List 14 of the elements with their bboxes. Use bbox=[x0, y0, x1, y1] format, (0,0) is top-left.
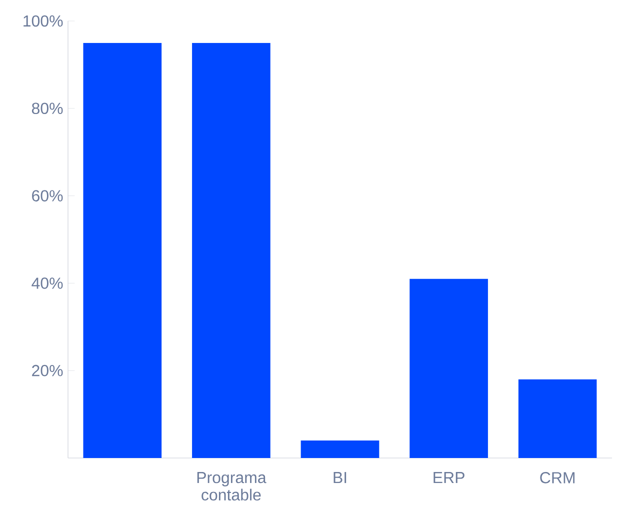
y-tick-label: 100% bbox=[24, 15, 63, 27]
y-tick-label: 60% bbox=[32, 190, 63, 202]
bar bbox=[518, 379, 597, 458]
x-tick-label: CRM bbox=[540, 472, 574, 484]
x-tick-label: ERP bbox=[434, 472, 464, 484]
y-tick-label: 40% bbox=[32, 278, 63, 289]
y-tick-label: 80% bbox=[32, 102, 63, 114]
bar bbox=[410, 278, 488, 458]
bar bbox=[300, 440, 380, 458]
x-tick-label: Programa contable bbox=[197, 472, 266, 501]
bar bbox=[83, 42, 162, 458]
x-tick-label: BI bbox=[334, 472, 346, 484]
bar bbox=[192, 42, 270, 458]
y-tick-label: 20% bbox=[32, 364, 63, 376]
